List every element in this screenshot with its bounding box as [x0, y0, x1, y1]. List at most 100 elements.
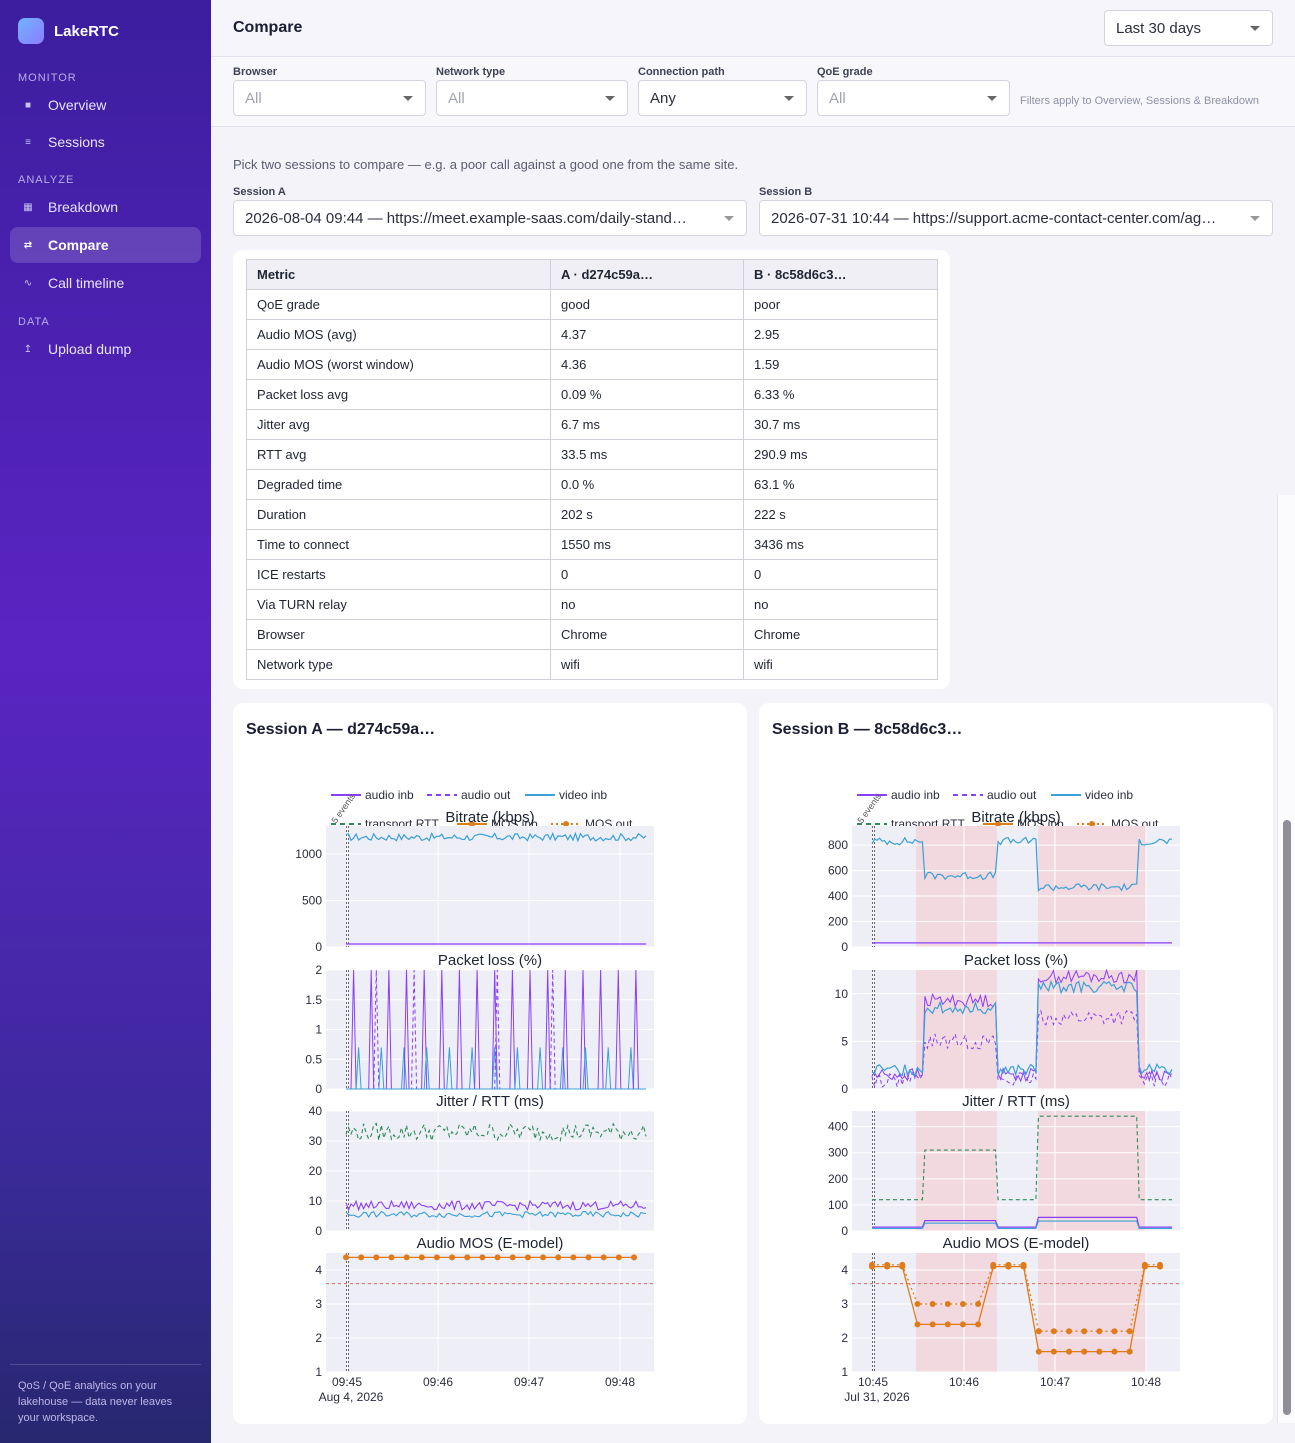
- mos-point: [631, 1254, 637, 1261]
- table-cell: no: [743, 589, 938, 620]
- scrollbar-thumb[interactable]: [1283, 820, 1291, 1415]
- date-range-value: Last 30 days: [1116, 19, 1202, 37]
- mos-point: [494, 1254, 501, 1261]
- brand-logo-icon: [18, 18, 44, 44]
- swap-icon: ⇄: [23, 239, 33, 251]
- panel-title: Packet loss (%): [964, 952, 1068, 969]
- x-tick-label: 09:45: [332, 1375, 362, 1389]
- y-tick-label: 2: [315, 963, 322, 977]
- y-tick-label: 1000: [295, 847, 322, 861]
- mos-point: [899, 1261, 906, 1268]
- y-tick-label: 4: [841, 1263, 848, 1277]
- series-line: [871, 836, 1173, 892]
- y-tick-label: 3: [841, 1297, 848, 1311]
- y-tick-label: 0.5: [305, 1052, 322, 1066]
- session-a-select[interactable]: 2026-08-04 09:44 — https://meet.example-…: [233, 200, 747, 236]
- table-row: ICE restarts 0 0: [246, 559, 938, 590]
- table-cell: Degraded time: [246, 469, 551, 500]
- degraded-region: [1038, 1111, 1146, 1231]
- table-icon: ▦: [23, 201, 33, 213]
- table-cell: wifi: [550, 649, 744, 680]
- mos-point: [1141, 1261, 1148, 1268]
- sidebar-item-upload-dump[interactable]: ↥ Upload dump: [10, 331, 201, 367]
- series-line: [872, 1115, 1172, 1201]
- legend-marker: [469, 821, 475, 827]
- mos-point: [869, 1261, 875, 1268]
- browser-filter-select[interactable]: All: [233, 80, 426, 116]
- date-range-select[interactable]: Last 30 days: [1104, 10, 1273, 46]
- legend-label: video inb: [559, 788, 607, 802]
- column-header: B · 8c58d6c3…: [743, 259, 938, 290]
- y-tick-label: 100: [828, 1198, 848, 1212]
- qoe-grade-select[interactable]: All: [817, 80, 1010, 116]
- x-tick-label: 10:48: [1131, 1375, 1161, 1389]
- network-filter-value: All: [448, 89, 465, 107]
- y-tick-label: 30: [309, 1134, 323, 1148]
- mos-point: [914, 1301, 921, 1307]
- table-cell: ICE restarts: [246, 559, 551, 590]
- chevron-down-icon: [987, 96, 997, 101]
- page-scrollbar[interactable]: [1277, 495, 1295, 1423]
- column-header: Metric: [246, 259, 551, 290]
- mos-point: [373, 1254, 380, 1261]
- legend-marker: [563, 821, 569, 827]
- mos-point: [944, 1321, 951, 1328]
- y-tick-label: 2: [841, 1331, 848, 1345]
- nav-section-monitor: MONITOR: [18, 72, 77, 84]
- sidebar: LakeRTC MONITOR ■ Overview ≡ Sessions AN…: [0, 0, 211, 1443]
- network-filter-label: Network type: [436, 66, 506, 78]
- table-row: Degraded time 0.0 % 63.1 %: [246, 469, 938, 500]
- legend-label: audio out: [987, 788, 1037, 802]
- table-cell: 0.09 %: [550, 379, 744, 410]
- sidebar-item-overview[interactable]: ■ Overview: [10, 87, 201, 123]
- table-cell: RTT avg: [246, 439, 551, 470]
- mos-point: [975, 1301, 982, 1307]
- sidebar-item-compare[interactable]: ⇄ Compare: [10, 227, 201, 263]
- sidebar-item-sessions[interactable]: ≡ Sessions: [10, 124, 201, 160]
- session-a-value: 2026-08-04 09:44 — https://meet.example-…: [245, 209, 687, 227]
- mos-point: [1050, 1348, 1057, 1355]
- y-tick-label: 3: [315, 1297, 322, 1311]
- x-tick-label: 10:45: [858, 1375, 888, 1389]
- y-tick-label: 2: [315, 1331, 322, 1345]
- table-cell: 4.36: [550, 349, 744, 380]
- session-b-select[interactable]: 2026-07-31 10:44 — https://support.acme-…: [759, 200, 1273, 236]
- connection-path-value: Any: [650, 89, 676, 107]
- table-row: Duration 202 s 222 s: [246, 499, 938, 530]
- table-row: Audio MOS (avg) 4.37 2.95: [246, 319, 938, 350]
- mos-point: [1096, 1348, 1103, 1355]
- filter-bar: Browser All Network type All Connection …: [211, 57, 1295, 127]
- y-tick-label: 800: [828, 838, 848, 852]
- legend-marker: [995, 821, 1001, 827]
- sidebar-item-call-timeline[interactable]: ∿ Call timeline: [10, 265, 201, 301]
- mos-point: [990, 1261, 997, 1268]
- degraded-region: [916, 1253, 997, 1372]
- mos-point: [1111, 1328, 1118, 1335]
- chart-title: Session A — d274c59a…: [246, 721, 436, 738]
- mos-point: [343, 1254, 349, 1261]
- x-tick-label: 09:48: [605, 1375, 635, 1389]
- network-filter-select[interactable]: All: [436, 80, 628, 116]
- connection-path-select[interactable]: Any: [638, 80, 807, 116]
- panel-title: Bitrate (kbps): [445, 809, 534, 826]
- column-header: A · d274c59a…: [550, 259, 744, 290]
- sidebar-item-breakdown[interactable]: ▦ Breakdown: [10, 189, 201, 225]
- mos-point: [479, 1254, 486, 1261]
- y-tick-label: 1.5: [305, 993, 322, 1007]
- wave-icon: ∿: [23, 277, 33, 289]
- connection-path-label: Connection path: [638, 66, 725, 78]
- chevron-down-icon: [403, 96, 413, 101]
- y-tick-label: 400: [828, 1120, 848, 1134]
- table-cell: good: [550, 289, 744, 320]
- sidebar-divider: [10, 1364, 201, 1365]
- table-cell: 0.0 %: [550, 469, 744, 500]
- chevron-down-icon: [605, 96, 615, 101]
- legend-label: audio inb: [891, 788, 940, 802]
- brand[interactable]: LakeRTC: [18, 18, 119, 44]
- page-title: Compare: [233, 19, 303, 36]
- event-annotation: 5 events: [329, 791, 357, 825]
- sidebar-item-label: Sessions: [48, 134, 105, 150]
- table-cell: 4.37: [550, 319, 744, 350]
